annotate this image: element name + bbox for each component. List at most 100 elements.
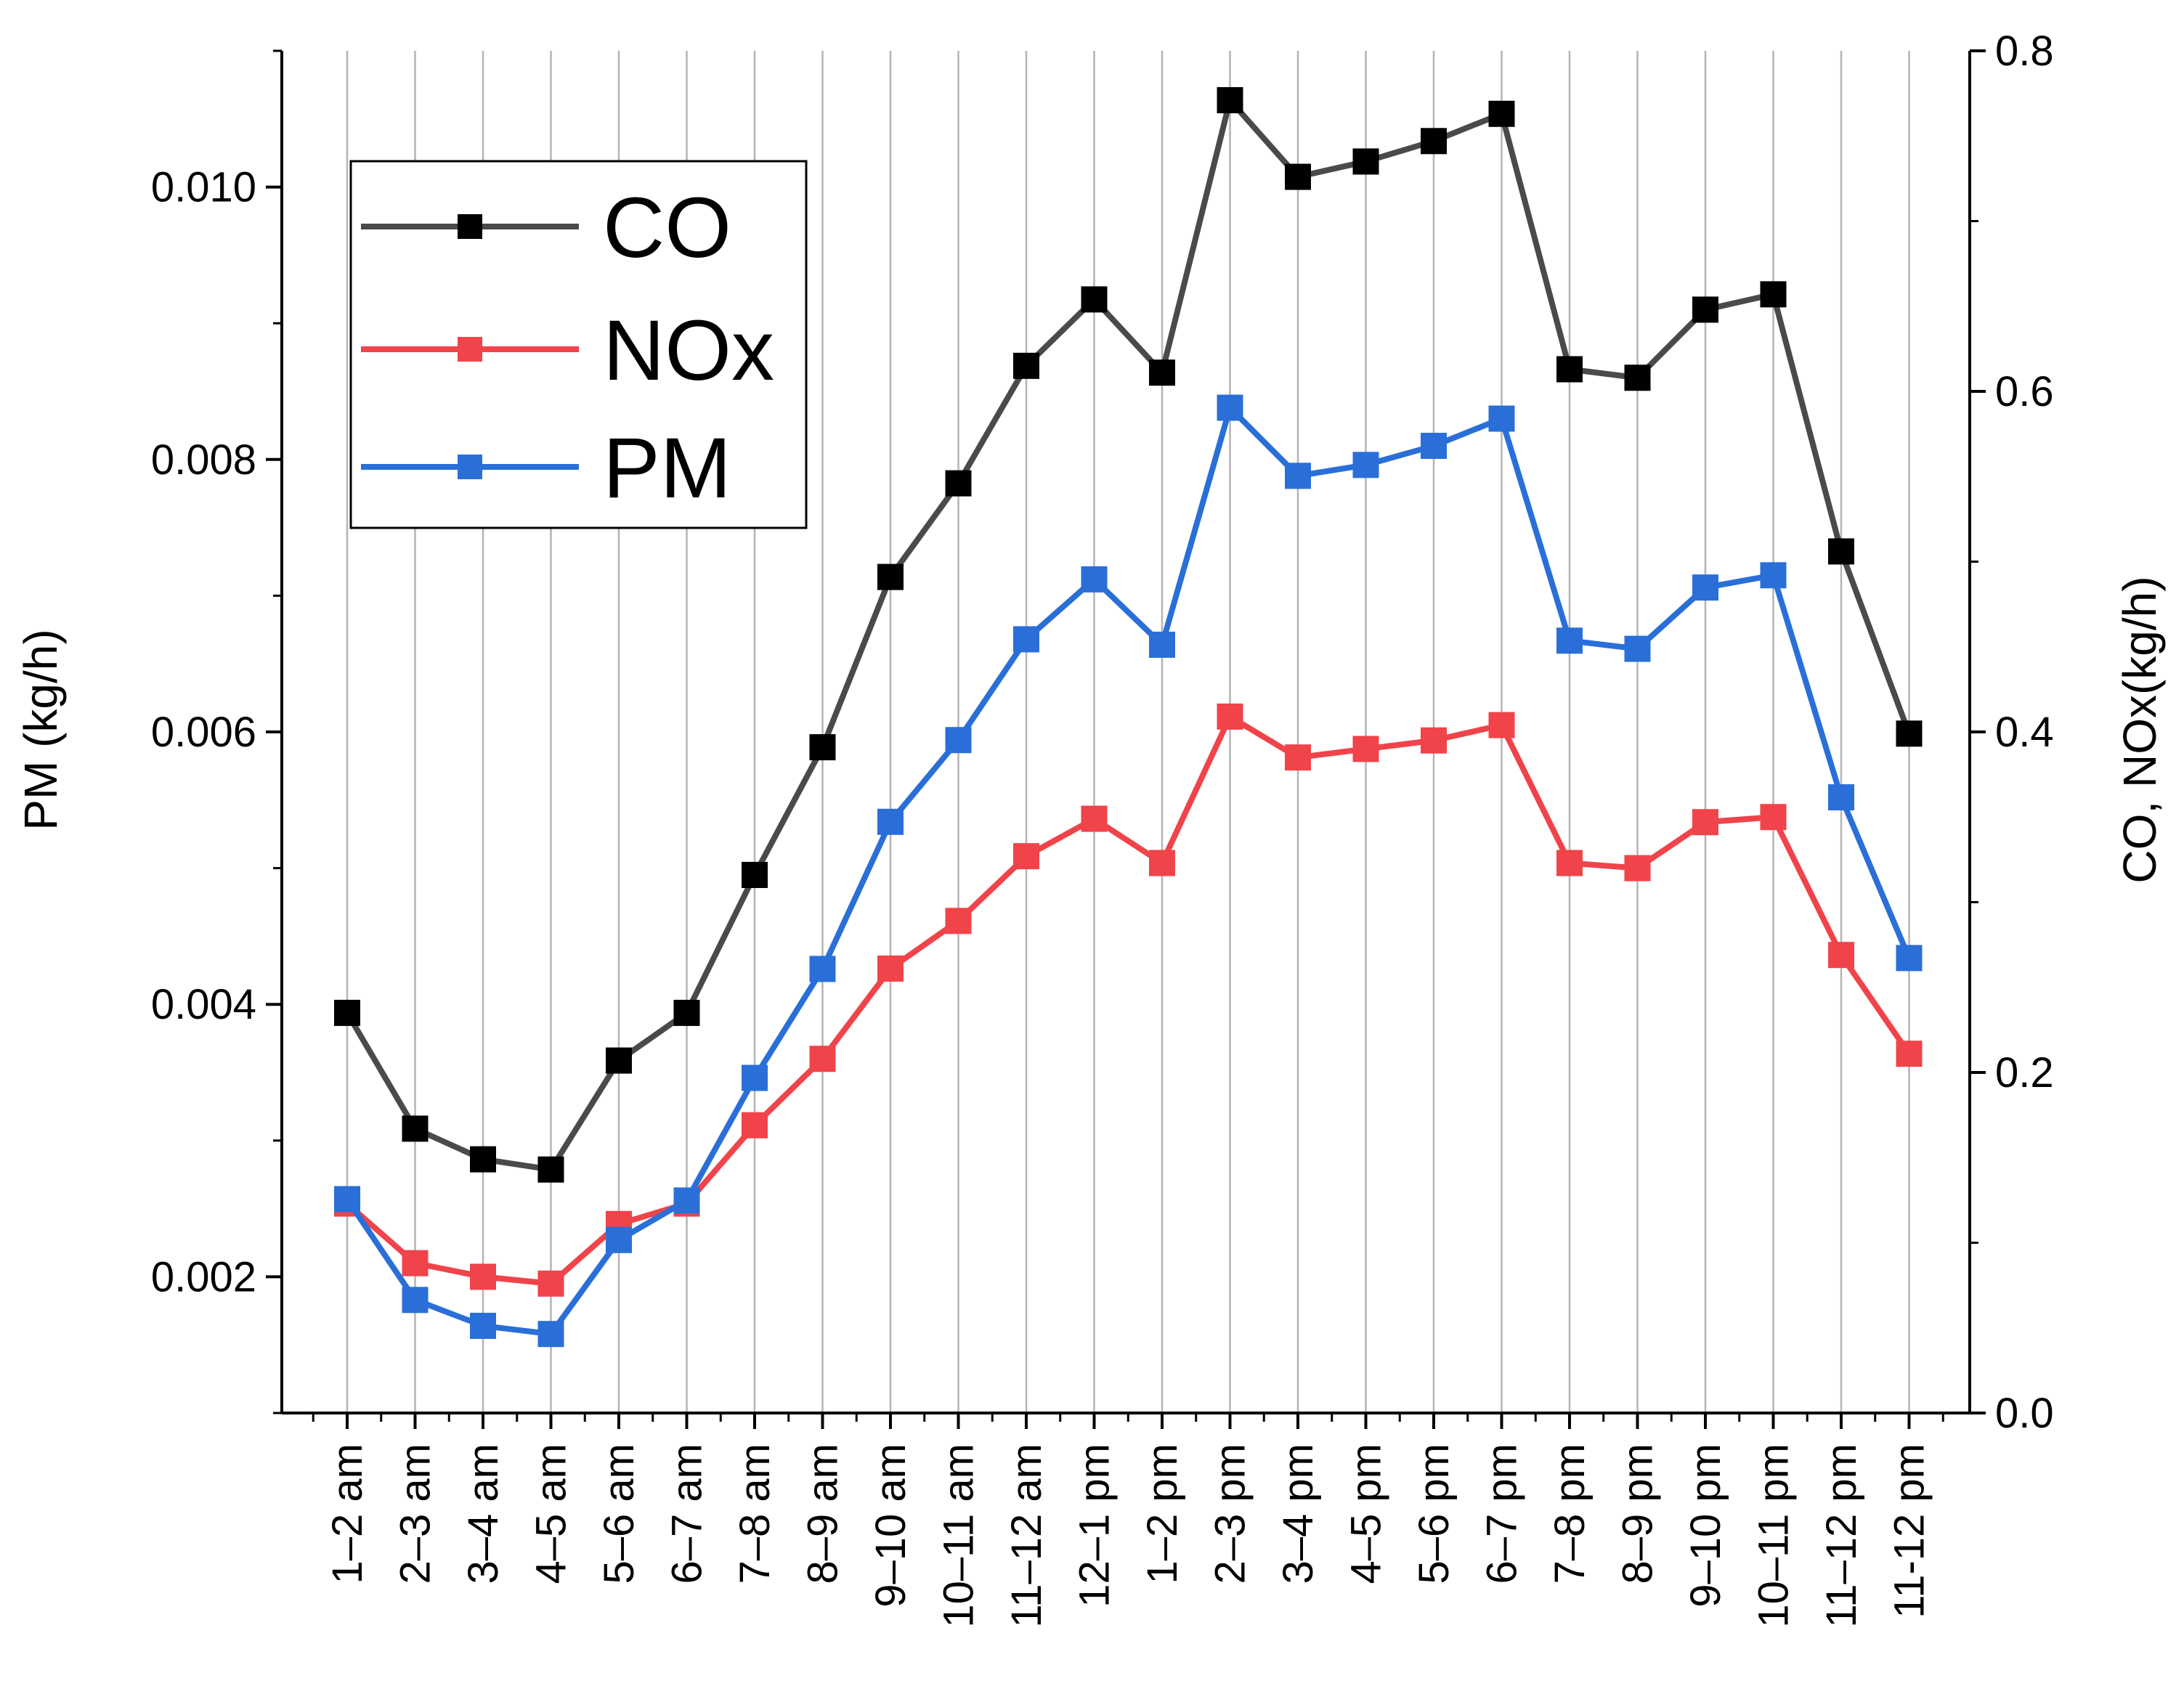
legend-item-pm: PM	[361, 420, 731, 516]
data-point-co	[1149, 359, 1175, 386]
x-tick-label: 5–6 am	[596, 1444, 643, 1584]
y-left-tick-label: 0.010	[151, 164, 256, 211]
data-point-pm	[1488, 405, 1515, 432]
x-tick-label: 1–2 pm	[1139, 1444, 1186, 1584]
legend-item-co: CO	[361, 180, 731, 276]
x-tick-label: 7–8 am	[731, 1444, 779, 1584]
data-point-pm	[1760, 562, 1787, 589]
data-point-co	[1624, 365, 1651, 391]
data-point-pm	[1624, 635, 1651, 662]
data-point-nox	[877, 955, 904, 982]
data-point-nox	[1896, 1041, 1923, 1067]
data-point-co	[1421, 128, 1447, 155]
legend: CO NOx PM	[349, 160, 808, 529]
legend-marker-pm	[458, 455, 482, 479]
data-point-nox	[470, 1263, 496, 1290]
data-point-co	[470, 1146, 496, 1173]
y-left-tick-label: 0.004	[151, 981, 256, 1028]
data-point-pm	[1013, 626, 1039, 653]
data-point-co	[809, 734, 836, 761]
x-tick-label: 6–7 pm	[1479, 1444, 1526, 1584]
data-point-pm	[1828, 784, 1854, 811]
legend-item-nox: NOx	[361, 303, 774, 399]
data-point-nox	[1760, 804, 1787, 831]
data-point-nox	[1421, 727, 1447, 754]
x-tick-label: 4–5 pm	[1343, 1444, 1390, 1584]
x-tick-label: 10–11 pm	[1750, 1444, 1798, 1628]
x-tick-label: 1–2 am	[324, 1444, 371, 1584]
y-axis-left-title: PM (kg/h)	[15, 629, 67, 830]
data-point-co	[877, 563, 904, 590]
data-point-nox	[1352, 736, 1379, 762]
x-tick-label: 3–4 am	[460, 1444, 507, 1584]
data-point-nox	[402, 1250, 429, 1276]
data-point-pm	[334, 1186, 360, 1213]
data-point-co	[334, 999, 360, 1026]
y-left-tick-label: 0.008	[151, 436, 256, 484]
data-point-pm	[1896, 945, 1923, 972]
data-point-pm	[1149, 631, 1175, 658]
data-point-nox	[1149, 850, 1175, 876]
series-group	[334, 87, 1923, 1348]
x-tick-label: 9–10 am	[867, 1444, 914, 1608]
data-point-pm	[1421, 433, 1447, 460]
data-point-pm	[945, 727, 972, 754]
data-point-nox	[1488, 712, 1515, 738]
data-point-co	[402, 1115, 429, 1142]
x-tick-label: 11-12 pm	[1886, 1444, 1933, 1618]
legend-label-nox: NOx	[603, 303, 774, 399]
data-point-co	[1828, 538, 1854, 565]
y-right-tick-label: 0.0	[1995, 1390, 2054, 1437]
data-point-nox	[1013, 843, 1039, 870]
data-point-pm	[742, 1064, 768, 1091]
x-tick-label: 9–10 pm	[1682, 1444, 1729, 1608]
data-point-co	[1556, 356, 1583, 383]
data-point-co	[1760, 281, 1787, 308]
data-point-nox	[809, 1046, 836, 1072]
data-point-nox	[1828, 942, 1854, 969]
x-tick-label: 2–3 pm	[1207, 1444, 1254, 1584]
data-point-pm	[470, 1312, 496, 1339]
data-point-pm	[402, 1287, 429, 1314]
data-point-co	[537, 1156, 564, 1183]
data-point-nox	[742, 1112, 768, 1139]
data-point-co	[945, 470, 972, 497]
data-point-pm	[606, 1226, 632, 1253]
y-left-tick-label: 0.002	[151, 1253, 256, 1300]
data-point-co	[1217, 87, 1243, 114]
data-point-co	[606, 1047, 632, 1074]
data-point-co	[1013, 352, 1039, 379]
x-tick-label: 8–9 am	[800, 1444, 847, 1584]
data-point-co	[1285, 163, 1311, 190]
x-tick-label: 5–6 pm	[1410, 1444, 1458, 1584]
x-tick-label: 11–12 pm	[1818, 1444, 1865, 1628]
data-point-pm	[1352, 452, 1379, 479]
y-right-tick-label: 0.2	[1995, 1049, 2054, 1096]
data-point-pm	[1081, 566, 1108, 593]
data-point-nox	[945, 908, 972, 935]
data-point-nox	[1692, 809, 1718, 836]
data-point-nox	[1285, 744, 1311, 771]
data-point-co	[1692, 296, 1718, 323]
x-tick-label: 3–4 pm	[1275, 1444, 1322, 1584]
data-point-pm	[1556, 627, 1583, 654]
y-right-tick-label: 0.6	[1995, 368, 2054, 415]
y-axis-right-title: CO, NOx(kg/h)	[2114, 576, 2166, 883]
legend-marker-co	[458, 214, 482, 239]
legend-label-co: CO	[603, 180, 731, 276]
data-point-pm	[673, 1187, 700, 1214]
data-point-nox	[1081, 805, 1108, 832]
data-point-nox	[1624, 855, 1651, 881]
data-point-pm	[809, 956, 836, 982]
x-tick-label: 6–7 am	[664, 1444, 711, 1584]
data-point-co	[1352, 148, 1379, 175]
data-point-co	[673, 999, 700, 1026]
x-tick-label: 4–5 am	[528, 1444, 575, 1584]
data-point-co	[1488, 100, 1515, 127]
legend-label-pm: PM	[603, 420, 731, 516]
series-line-nox	[345, 713, 1912, 1287]
x-tick-label: 10–11 am	[935, 1444, 983, 1628]
data-point-co	[742, 861, 768, 888]
series-line-pm	[344, 404, 1912, 1337]
